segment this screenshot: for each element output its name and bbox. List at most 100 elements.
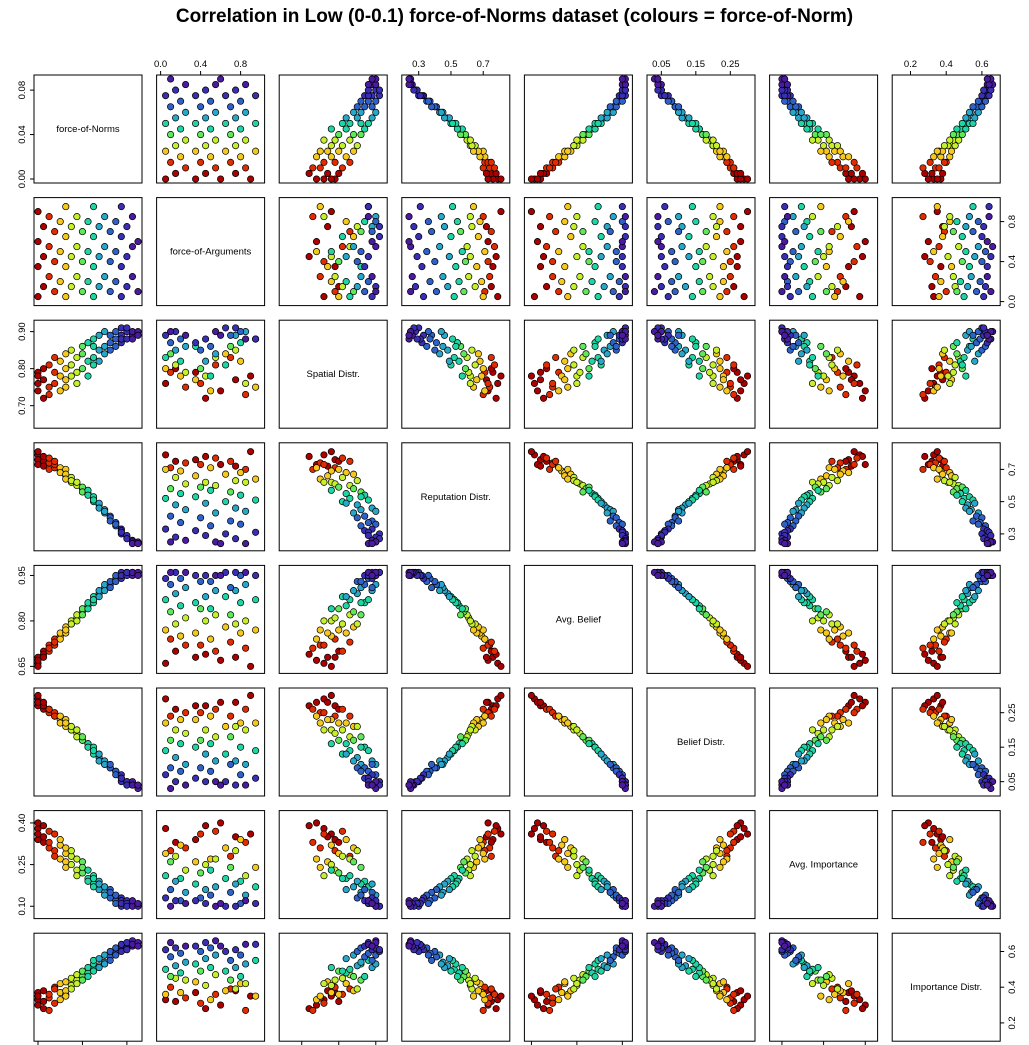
point-1-2-53: [364, 253, 372, 261]
point-4-7-30: [962, 605, 970, 613]
point-1-5-35: [688, 203, 696, 211]
point-6-5-59: [654, 899, 662, 908]
point-7-3-44: [428, 956, 436, 964]
point-6-3-16: [479, 849, 487, 858]
point-5-2-23: [331, 729, 339, 737]
point-6-3-2: [484, 819, 492, 827]
panel-6-5: [646, 810, 756, 920]
point-5-4-19: [564, 719, 572, 727]
point-3-7-31: [953, 491, 961, 499]
point-5-2-44: [368, 760, 376, 768]
point-6-5-37: [685, 886, 693, 894]
point-6-7-15: [946, 836, 954, 844]
point-1-2-37: [342, 253, 350, 261]
point-6-4-40: [603, 883, 611, 891]
point-6-1-23: [182, 866, 190, 874]
point-3-5-25: [709, 478, 717, 486]
point-6-0-38: [95, 880, 103, 888]
point-1-4-31: [591, 218, 599, 226]
point-5-1-28: [227, 733, 235, 741]
point-1-5-59: [654, 238, 662, 246]
point-1-0-22: [67, 223, 75, 231]
point-1-5-50: [657, 233, 665, 241]
point-1-6-26: [822, 288, 830, 296]
point-3-2-13: [327, 467, 335, 475]
point-1-6-27: [811, 258, 819, 266]
point-1-6-34: [806, 233, 814, 241]
point-7-4-8: [543, 990, 551, 998]
point-2-1-8: [212, 361, 220, 369]
point-1-7-53: [987, 253, 995, 261]
point-2-5-46: [668, 342, 676, 350]
point-3-2-3: [327, 448, 335, 456]
point-3-2-36: [353, 501, 361, 509]
point-5-6-26: [822, 736, 830, 744]
point-5-1-31: [237, 743, 245, 751]
point-7-1-58: [167, 939, 175, 947]
point-1-2-6: [324, 223, 332, 231]
panel-3-2: [278, 442, 388, 552]
point-1-2-55: [368, 273, 376, 281]
point-2-7-19: [933, 383, 941, 391]
point-6-1-15: [237, 836, 245, 844]
point-4-1-27: [197, 605, 205, 613]
point-0-2-32: [346, 119, 354, 127]
point-0-2-18: [350, 147, 358, 155]
point-2-5-37: [685, 357, 693, 365]
point-1-0-4: [40, 283, 48, 291]
point-5-3-12: [487, 712, 495, 720]
point-0-3-35: [449, 119, 457, 127]
point-7-1-36: [172, 962, 180, 970]
point-2-5-3: [744, 372, 752, 380]
point-1-7-36: [964, 283, 972, 291]
point-4-1-58: [167, 568, 175, 576]
point-7-1-24: [212, 971, 220, 979]
point-1-4-2: [533, 238, 542, 246]
y-tick-label: 0.95: [17, 566, 28, 585]
point-2-3-45: [426, 335, 434, 343]
point-6-2-59: [368, 899, 376, 908]
point-2-1-20: [172, 361, 180, 369]
point-4-2-30: [327, 605, 335, 613]
point-1-7-26: [953, 288, 961, 296]
point-5-1-17: [192, 716, 200, 724]
point-1-3-8: [490, 243, 499, 251]
point-1-6-57: [783, 213, 792, 221]
y-tick-label: 0.90: [17, 322, 28, 341]
point-3-7-12: [940, 457, 948, 465]
point-4-7-6: [939, 653, 947, 661]
point-2-1-14: [207, 387, 215, 395]
point-1-2-1: [331, 263, 339, 271]
point-2-5-8: [730, 361, 738, 369]
point-1-5-23: [706, 273, 714, 281]
point-3-5-14: [723, 464, 731, 472]
point-7-5-37: [685, 955, 693, 963]
point-5-1-9: [242, 705, 250, 713]
point-3-1-36: [172, 501, 180, 509]
point-1-6-1: [845, 263, 853, 271]
point-1-4-27: [585, 258, 593, 266]
panel-2-3: [401, 319, 511, 429]
point-3-2-12: [346, 457, 354, 465]
point-5-0-19: [62, 719, 70, 727]
point-7-0-31: [84, 972, 92, 981]
y-tick-label: 0.5: [1007, 495, 1018, 508]
point-1-5-46: [668, 248, 676, 256]
point-2-4-33: [591, 342, 599, 350]
point-2-1-50: [222, 324, 230, 332]
point-5-1-53: [202, 778, 210, 786]
point-1-2-20: [338, 283, 347, 291]
point-2-0-21: [67, 372, 75, 380]
point-7-0-41: [101, 960, 109, 968]
point-1-3-7: [486, 273, 494, 281]
x-tick-label: 0.25: [721, 59, 740, 70]
point-5-0-25: [73, 726, 81, 734]
point-0-6-38: [800, 114, 808, 122]
point-5-2-46: [357, 767, 365, 775]
point-0-3-3: [497, 175, 505, 183]
point-4-2-28: [357, 611, 365, 619]
point-3-2-40: [350, 509, 358, 517]
point-0-1-23: [182, 136, 190, 144]
point-2-6-19: [817, 383, 825, 391]
point-1-5-45: [668, 278, 676, 286]
